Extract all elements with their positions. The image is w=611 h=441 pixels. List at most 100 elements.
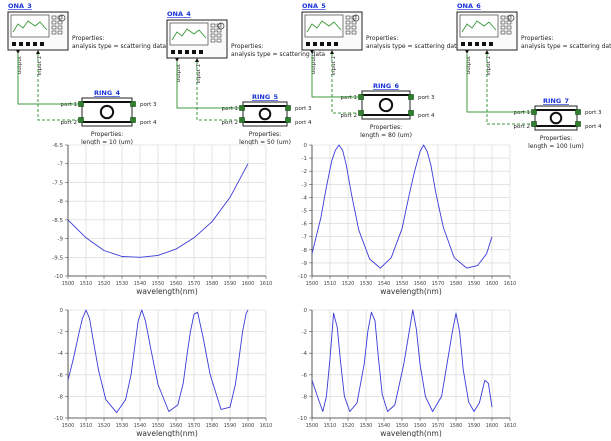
- ona-block[interactable]: [301, 11, 363, 51]
- plot-area: [68, 310, 266, 418]
- ona-button-icon: [12, 42, 16, 46]
- ona-key-icon: [345, 30, 351, 35]
- ona-key-icon: [57, 30, 63, 35]
- port-2-label: port 2: [221, 120, 238, 126]
- port-1-connector[interactable]: [531, 109, 537, 115]
- output-label: output: [176, 63, 182, 82]
- y-tick-label: -6.5: [52, 143, 63, 149]
- x-tick-label: 1520: [342, 281, 355, 287]
- ring-block[interactable]: [361, 90, 411, 120]
- port-4-label: port 4: [585, 124, 602, 130]
- x-tick-label: 1600: [242, 281, 255, 287]
- ona-properties-value: analysis type = scattering data: [366, 43, 460, 50]
- port-2-connector[interactable]: [531, 121, 537, 127]
- ona-button-icon: [482, 42, 486, 46]
- charts-grid: 1500 1510 1520 1530 1540 1550 1560 1570 1580 1590…: [52, 143, 517, 438]
- ona-key-icon: [500, 25, 506, 30]
- port-2-connector[interactable]: [358, 110, 364, 116]
- series-line: [311, 144, 493, 269]
- output-wire: [311, 54, 359, 98]
- ring-properties-value: length = 80 (um): [360, 132, 412, 139]
- port-4-connector[interactable]: [575, 121, 581, 127]
- ona-button-icon: [327, 42, 331, 46]
- y-tick-label: -5: [302, 209, 308, 215]
- plot-area: [68, 145, 266, 276]
- x-tick-label: 1530: [116, 423, 129, 429]
- x-tick-label: 1540: [378, 281, 391, 287]
- port-1-label: port 1: [60, 102, 77, 108]
- y-tick-label: 0: [304, 143, 308, 149]
- x-tick-label: 1550: [396, 423, 409, 429]
- x-tick-label: 1510: [324, 281, 337, 287]
- ona-properties-title: Properties:: [72, 35, 104, 42]
- ring-block[interactable]: [81, 97, 133, 127]
- x-tick-label: 1570: [432, 423, 445, 429]
- x-tick-label: 1580: [206, 423, 219, 429]
- series-line: [67, 163, 249, 258]
- power-knob-icon: [217, 22, 225, 30]
- y-tick-label: -8.5: [52, 218, 63, 224]
- port-3-connector[interactable]: [285, 105, 291, 111]
- x-tick-label: 1500: [306, 423, 319, 429]
- y-tick-label: -2: [302, 330, 307, 336]
- port-3-connector[interactable]: [575, 109, 581, 115]
- port-3-connector[interactable]: [130, 101, 136, 107]
- series-line: [67, 309, 249, 414]
- x-tick-label: 1520: [98, 281, 111, 287]
- input-label: input 1: [37, 56, 43, 75]
- y-tick-label: -1: [302, 156, 307, 162]
- port-4-connector[interactable]: [408, 110, 414, 116]
- ona-title: ONA_3: [8, 2, 32, 10]
- port-2-connector[interactable]: [239, 117, 245, 123]
- y-tick-label: 0: [60, 308, 64, 314]
- ona-key-icon: [345, 25, 351, 30]
- x-tick-label: 1600: [486, 423, 499, 429]
- port-4-connector[interactable]: [130, 117, 136, 123]
- x-tick-label: 1530: [360, 423, 373, 429]
- x-axis-label: wavelength(nm): [136, 287, 198, 296]
- port-2-connector[interactable]: [78, 117, 84, 123]
- x-tick-label: 1570: [432, 281, 445, 287]
- x-tick-label: 1550: [152, 281, 165, 287]
- y-tick-label: -10: [54, 416, 63, 422]
- port-4-connector[interactable]: [285, 117, 291, 123]
- ring-block[interactable]: [242, 101, 288, 127]
- ona-key-icon: [506, 30, 512, 35]
- ona-key-icon: [210, 38, 216, 43]
- x-tick-label: 1510: [324, 423, 337, 429]
- ring-block[interactable]: [534, 105, 578, 131]
- port-1-connector[interactable]: [358, 94, 364, 100]
- x-tick-label: 1540: [134, 423, 147, 429]
- ona-title: ONA_6: [457, 2, 481, 10]
- port-1-connector[interactable]: [239, 105, 245, 111]
- ona-key-icon: [51, 25, 57, 30]
- ona-block[interactable]: [7, 11, 69, 51]
- x-tick-label: 1500: [62, 423, 75, 429]
- x-tick-label: 1600: [486, 281, 499, 287]
- port-1-connector[interactable]: [78, 101, 84, 107]
- port-3-connector[interactable]: [408, 94, 414, 100]
- x-tick-label: 1610: [504, 281, 517, 287]
- x-tick-label: 1560: [170, 423, 183, 429]
- x-tick-label: 1520: [98, 423, 111, 429]
- ona-button-icon: [489, 42, 493, 46]
- x-tick-label: 1590: [224, 423, 237, 429]
- input-label: input 1: [196, 64, 202, 83]
- ona-key-icon: [210, 28, 216, 33]
- x-tick-label: 1570: [188, 281, 201, 287]
- x-tick-label: 1610: [260, 423, 273, 429]
- ona-display: [459, 14, 499, 38]
- ona-block[interactable]: [166, 19, 228, 59]
- y-tick-label: -8: [302, 394, 308, 400]
- ona-key-icon: [216, 28, 222, 33]
- x-tick-label: 1520: [342, 423, 355, 429]
- port-3-label: port 3: [418, 95, 435, 101]
- ona-block[interactable]: [456, 11, 518, 51]
- y-tick-label: -3: [302, 182, 308, 188]
- ona-key-icon: [351, 20, 357, 25]
